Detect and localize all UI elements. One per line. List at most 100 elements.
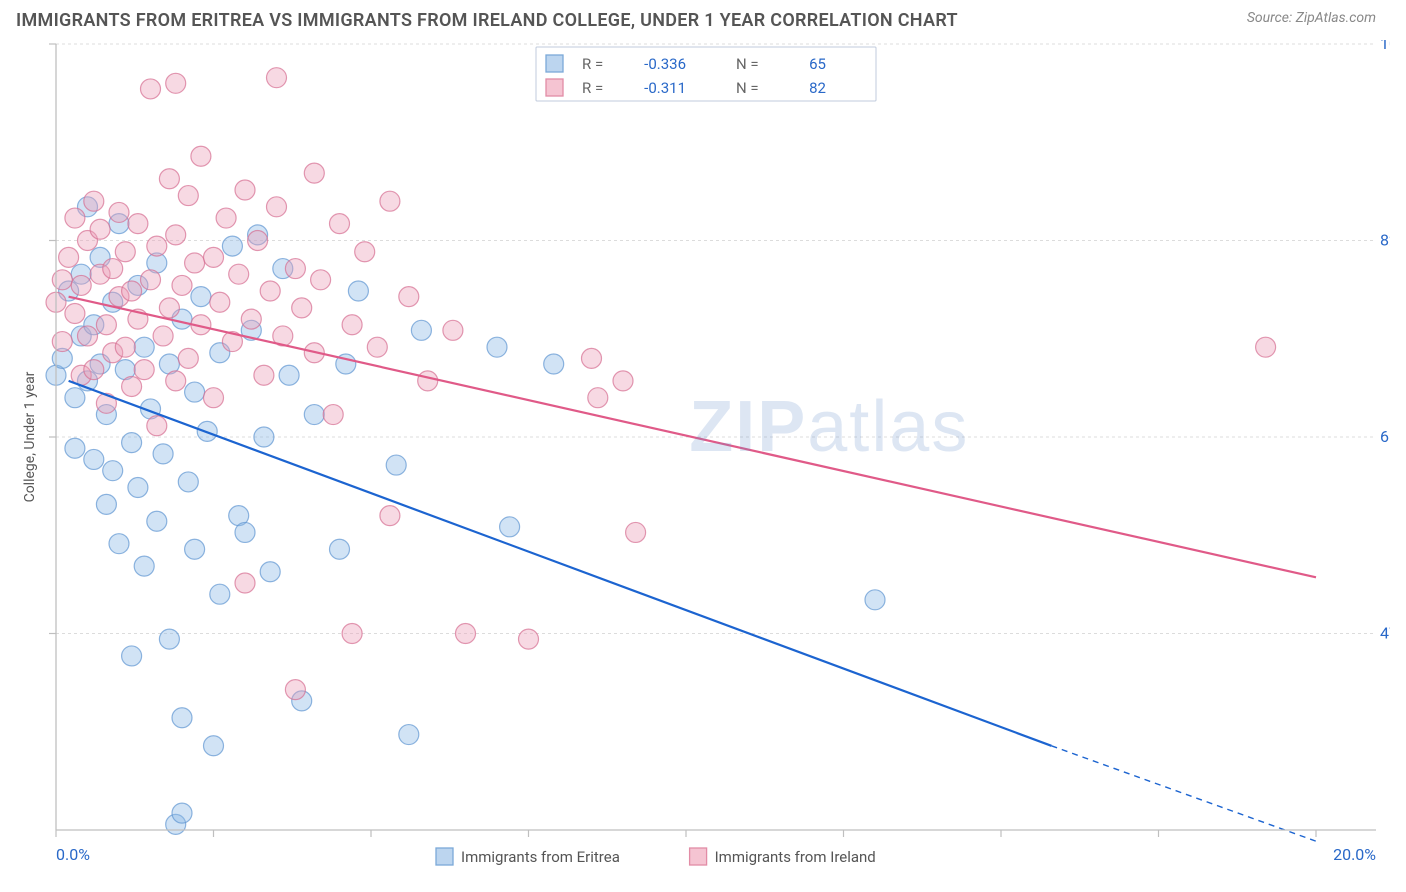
scatter-point-ireland	[128, 214, 148, 234]
scatter-point-eritrea	[128, 478, 148, 498]
scatter-point-ireland	[141, 79, 161, 99]
scatter-point-ireland	[210, 292, 230, 312]
scatter-point-ireland	[216, 208, 236, 228]
scatter-point-ireland	[355, 242, 375, 262]
scatter-point-eritrea	[178, 472, 198, 492]
scatter-point-ireland	[330, 214, 350, 234]
legend-r-label: R =	[582, 55, 603, 73]
scatter-point-eritrea	[304, 405, 324, 425]
legend-n-value: 65	[809, 55, 826, 73]
scatter-point-ireland	[235, 180, 255, 200]
scatter-point-ireland	[304, 163, 324, 183]
scatter-point-eritrea	[185, 382, 205, 402]
scatter-point-ireland	[191, 146, 211, 166]
legend-n-value: 82	[809, 79, 826, 97]
scatter-point-eritrea	[260, 562, 280, 582]
scatter-point-eritrea	[103, 461, 123, 481]
scatter-point-eritrea	[399, 725, 419, 745]
scatter-point-ireland	[103, 259, 123, 279]
scatter-point-ireland	[78, 326, 98, 346]
scatter-point-eritrea	[109, 534, 129, 554]
scatter-point-eritrea	[147, 511, 167, 531]
scatter-point-ireland	[71, 275, 91, 295]
scatter-point-ireland	[65, 208, 85, 228]
scatter-point-ireland	[115, 337, 135, 357]
scatter-point-ireland	[52, 270, 72, 290]
scatter-point-ireland	[204, 388, 224, 408]
scatter-point-eritrea	[84, 449, 104, 469]
scatter-point-ireland	[241, 309, 261, 329]
scatter-point-ireland	[254, 365, 274, 385]
scatter-point-ireland	[166, 225, 186, 245]
scatter-point-ireland	[588, 388, 608, 408]
scatter-point-eritrea	[411, 320, 431, 340]
scatter-point-ireland	[285, 259, 305, 279]
scatter-point-eritrea	[96, 494, 116, 514]
scatter-point-eritrea	[330, 539, 350, 559]
scatter-point-ireland	[418, 371, 438, 391]
scatter-point-eritrea	[134, 337, 154, 357]
scatter-point-ireland	[443, 320, 463, 340]
source-attribution: Source: ZipAtlas.com	[1247, 10, 1376, 26]
scatter-point-eritrea	[222, 236, 242, 256]
scatter-point-eritrea	[544, 354, 564, 374]
scatter-point-ireland	[323, 405, 343, 425]
trendline-eritrea-extrapolated	[1051, 746, 1316, 841]
scatter-point-ireland	[147, 416, 167, 436]
scatter-point-eritrea	[172, 803, 192, 823]
scatter-point-ireland	[342, 315, 362, 335]
page-title: IMMIGRANTS FROM ERITREA VS IMMIGRANTS FR…	[16, 10, 958, 31]
scatter-point-ireland	[166, 371, 186, 391]
scatter-point-ireland	[122, 376, 142, 396]
legend-r-value: -0.311	[644, 79, 686, 97]
legend-n-label: N =	[736, 79, 759, 97]
scatter-point-eritrea	[65, 438, 85, 458]
scatter-point-ireland	[122, 281, 142, 301]
scatter-point-eritrea	[500, 517, 520, 537]
scatter-point-ireland	[166, 73, 186, 93]
scatter-point-ireland	[147, 236, 167, 256]
scatter-point-ireland	[456, 624, 476, 644]
y-axis-tick-label: 82.5%	[1380, 231, 1390, 250]
scatter-point-ireland	[84, 191, 104, 211]
scatter-point-ireland	[159, 298, 179, 318]
scatter-point-eritrea	[235, 522, 255, 542]
y-axis-tick-label: 65.0%	[1380, 427, 1390, 446]
scatter-point-ireland	[109, 202, 129, 222]
scatter-point-ireland	[248, 231, 268, 251]
scatter-point-ireland	[380, 506, 400, 526]
scatter-point-ireland	[178, 186, 198, 206]
scatter-point-ireland	[1256, 337, 1276, 357]
scatter-point-ireland	[582, 348, 602, 368]
scatter-point-eritrea	[865, 590, 885, 610]
scatter-point-ireland	[285, 680, 305, 700]
scatter-point-eritrea	[204, 736, 224, 756]
scatter-point-ireland	[380, 191, 400, 211]
scatter-point-ireland	[52, 332, 72, 352]
scatter-point-ireland	[115, 242, 135, 262]
scatter-point-ireland	[311, 270, 331, 290]
scatter-point-ireland	[159, 169, 179, 189]
scatter-point-ireland	[399, 287, 419, 307]
scatter-point-ireland	[260, 281, 280, 301]
scatter-point-ireland	[59, 247, 79, 267]
trendline-eritrea	[69, 381, 1052, 746]
y-axis-tick-label: 47.5%	[1380, 624, 1390, 643]
y-axis-label: College, Under 1 year	[22, 371, 38, 502]
scatter-point-eritrea	[172, 708, 192, 728]
legend-series-label: Immigrants from Ireland	[715, 848, 876, 866]
scatter-point-ireland	[96, 315, 116, 335]
scatter-point-ireland	[141, 270, 161, 290]
scatter-point-eritrea	[153, 444, 173, 464]
scatter-point-ireland	[235, 573, 255, 593]
legend-swatch	[690, 848, 707, 865]
scatter-point-ireland	[178, 348, 198, 368]
scatter-point-eritrea	[159, 629, 179, 649]
scatter-point-ireland	[134, 360, 154, 380]
scatter-point-ireland	[613, 371, 633, 391]
scatter-point-ireland	[519, 629, 539, 649]
scatter-point-ireland	[185, 253, 205, 273]
legend-swatch	[546, 79, 563, 96]
scatter-point-eritrea	[254, 427, 274, 447]
scatter-point-ireland	[342, 624, 362, 644]
